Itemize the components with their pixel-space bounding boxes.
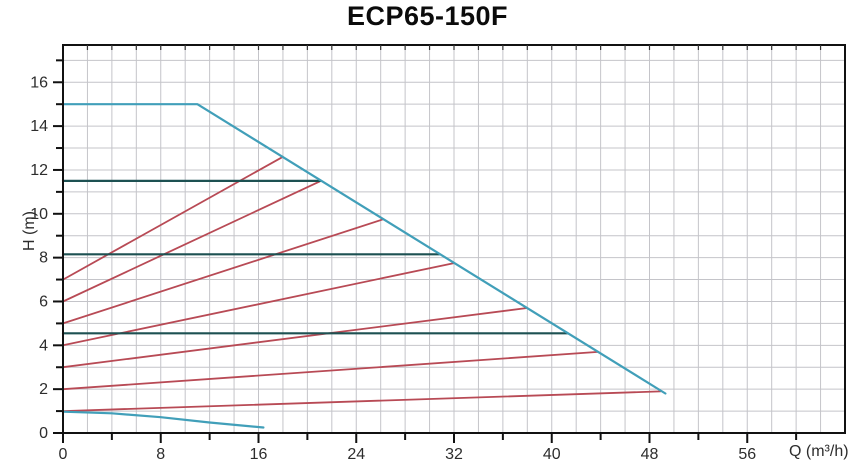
- y-tick-label: 6: [39, 293, 48, 310]
- y-tick-label: 10: [30, 206, 48, 223]
- x-tick-label: 48: [641, 446, 659, 463]
- x-tick-label: 32: [445, 446, 463, 463]
- trim-curve-7: [62, 155, 284, 281]
- trim-curve-6: [62, 180, 322, 303]
- top-border-ticks: [86, 45, 822, 50]
- y-tick-label: 14: [30, 118, 48, 135]
- trim-curve-3: [62, 307, 527, 369]
- min-head-curve: [61, 410, 265, 429]
- trim-curve-2: [62, 351, 600, 391]
- x-tick-label: 0: [59, 446, 68, 463]
- y-tick-label: 2: [39, 381, 48, 398]
- x-tick-label: 24: [347, 446, 365, 463]
- chart-title: ECP65-150F: [346, 1, 509, 31]
- trim-curve-5: [62, 218, 384, 325]
- y-axis-label: H (m): [21, 211, 38, 251]
- x-axis-label: Q (m³/h): [789, 443, 849, 460]
- x-tick-label: 56: [738, 446, 756, 463]
- x-tick-label: 8: [156, 446, 165, 463]
- y-tick-label: 12: [30, 162, 48, 179]
- x-tick-label: 40: [543, 446, 561, 463]
- trim-curve-4: [62, 262, 455, 347]
- y-tick-label: 4: [39, 337, 48, 354]
- y-tick-label: 16: [30, 74, 48, 91]
- trim-curve-1: [62, 390, 662, 412]
- y-tick-label: 0: [39, 425, 48, 442]
- axis-ticks: [53, 59, 798, 443]
- y-tick-label: 8: [39, 250, 48, 267]
- x-tick-label: 16: [250, 446, 268, 463]
- max-head-envelope: [61, 103, 667, 395]
- curves: [61, 103, 667, 429]
